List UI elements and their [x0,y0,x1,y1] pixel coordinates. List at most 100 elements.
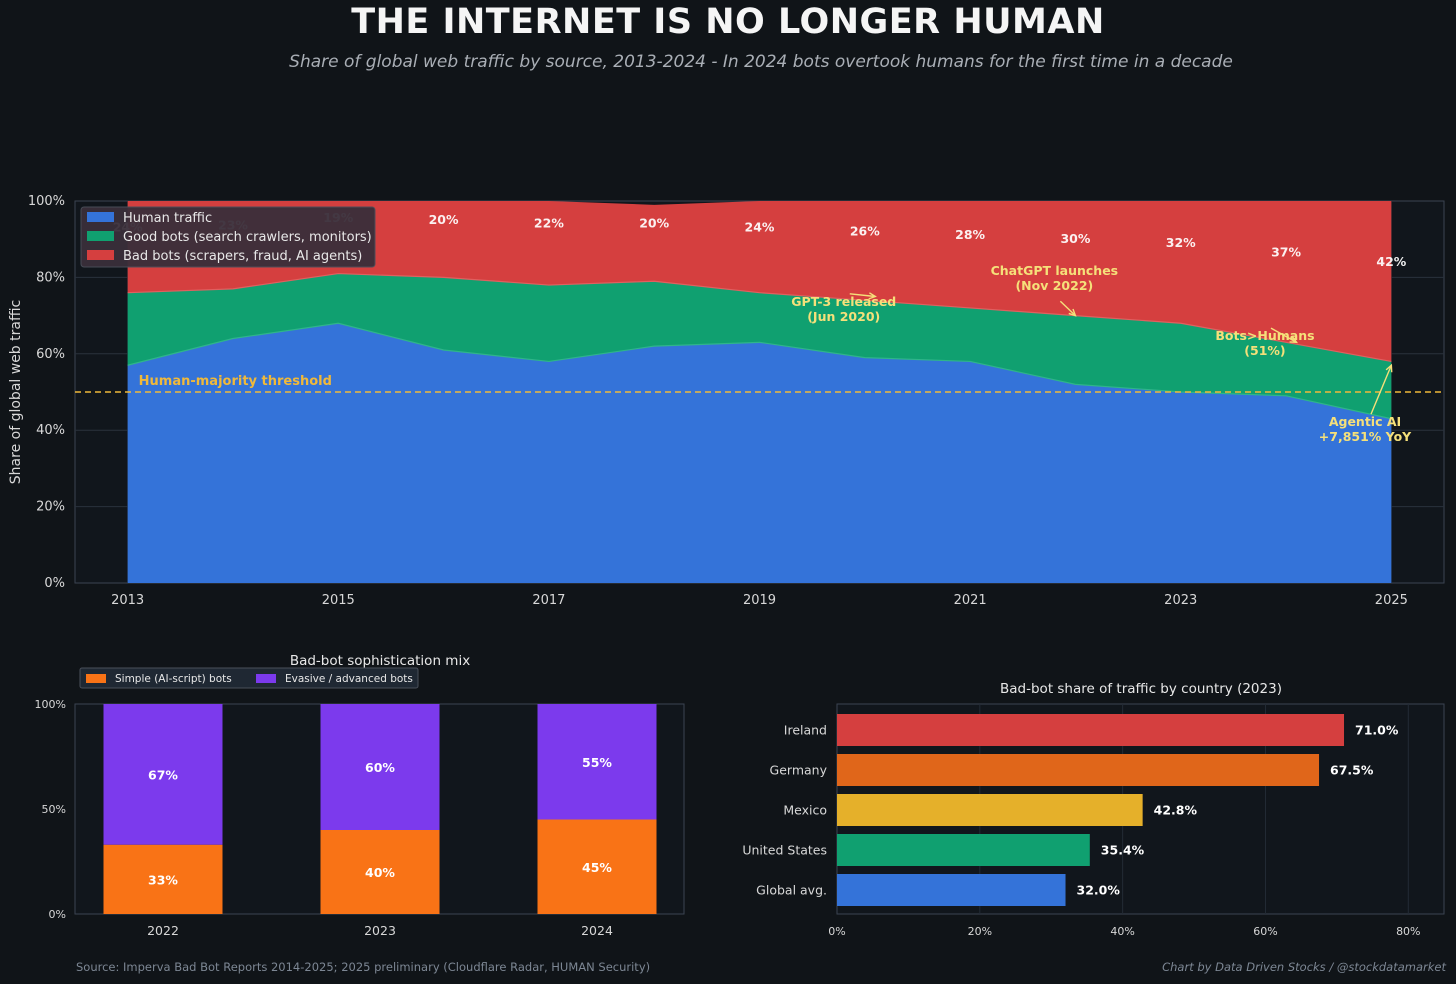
annotation-line1: Bots>Humans [1215,328,1314,343]
main-y-tick-label: 80% [36,270,65,285]
figure-subtitle: Share of global web traffic by source, 2… [289,52,1233,72]
legend-swatch-human [87,212,114,222]
sophistication-x-tick-label: 2024 [581,923,613,938]
sophistication-bars: 33% 67% 40% 60% 45% 55% [103,704,657,914]
evasive-bot-value-label: 60% [365,760,395,775]
main-plot-area [74,200,1445,584]
country-bar [837,834,1090,866]
bad-bot-share-label: 42% [1376,254,1406,269]
human-traffic-line [127,322,1392,420]
country-bar [837,874,1066,906]
country-value-label: 71.0% [1355,723,1399,738]
annotation-arrow [849,293,876,298]
evasive-bot-bar [537,704,657,820]
bad-bot-share-label: 20% [639,216,669,231]
credit-note: Chart by Data Driven Stocks / @stockdata… [1162,960,1446,974]
sophistication-ticks: 0% 50% 100% 2022 2023 2024 [35,698,613,938]
simple-bot-value-label: 45% [582,860,612,875]
main-x-tick-label: 2025 [1375,593,1408,608]
legend-label-simple: Simple (AI-script) bots [115,673,232,685]
sophistication-y-tick-label: 50% [42,803,66,816]
sophistication-x-tick-label: 2022 [147,923,179,938]
good-bots-line [127,272,1392,363]
legend-label-bad-bots: Bad bots (scrapers, fraud, AI agents) [123,249,362,264]
sophistication-legend-box [79,667,419,689]
annotation-arrowhead [868,292,877,300]
country-category-label: Germany [770,763,828,778]
country-category-label: United States [742,843,827,858]
bad-bot-share-label: 32% [1166,235,1196,250]
country-bar [837,754,1320,786]
bad-bots-area [127,201,1392,362]
bad-bot-share-label: 20% [429,212,459,227]
country-category-label: Ireland [784,723,827,738]
simple-bot-bar [537,819,657,914]
main-chart: Human-majority threshold 0% 20% 40% 60% 80% 1… [8,194,1445,608]
simple-bot-bar [103,844,223,914]
sophistication-y-tick-label: 0% [49,908,66,921]
sophistication-plot-area [74,703,685,915]
country-chart: Bad-bot share of traffic by country (202… [742,681,1445,938]
main-x-tick-label: 2023 [1164,593,1197,608]
annotation-arrow [1370,364,1392,415]
sophistication-x-tick-label: 2023 [364,923,396,938]
sophistication-legend: Simple (AI-script) bots Evasive / advanc… [79,667,419,689]
evasive-bot-bar [103,704,223,845]
bad-bot-share-label: 26% [850,223,880,238]
main-y-axis-label: Share of global web traffic [8,300,24,484]
main-y-tick-label: 60% [36,347,65,362]
main-legend: Human traffic Good bots (search crawlers… [80,206,376,268]
threshold-label: Human-majority threshold [139,374,332,389]
main-x-tick-label: 2017 [532,593,565,608]
source-note: Source: Imperva Bad Bot Reports 2014-202… [76,960,651,974]
human-majority-threshold: Human-majority threshold [75,374,1444,393]
annotation-arrowhead [1068,308,1077,317]
sophistication-title: Bad-bot sophistication mix [290,653,470,669]
bad-bot-share-label: 23% [218,218,248,233]
bad-bot-share-labels: 24% 23% 19% 20% 22% 20% 24% 26% 28% 30% 32% 37% 42% [113,210,1407,269]
annotation-line1: ChatGPT launches [991,263,1119,278]
country-value-label: 35.4% [1101,843,1145,858]
figure-title: THE INTERNET IS NO LONGER HUMAN [351,2,1105,42]
main-annotations: GPT-3 released(Jun 2020) ChatGPT launches… [791,263,1412,444]
main-areas [127,201,1392,583]
country-x-tick-label: 0% [828,925,845,938]
annotation-line1: GPT-3 released [791,294,896,309]
legend-swatch-evasive [256,674,276,683]
country-category-label: Global avg. [756,883,827,898]
sophistication-chart: Bad-bot sophistication mix 0% 50% 100% 2022… [35,653,685,938]
country-category-label: Mexico [783,803,827,818]
legend-label-human: Human traffic [123,211,212,226]
annotation-arrow [1270,327,1297,343]
evasive-bot-value-label: 55% [582,755,612,770]
country-x-tick-label: 80% [1396,925,1420,938]
legend-swatch-simple [86,674,106,683]
good-bots-area [127,273,1392,419]
evasive-bot-value-label: 67% [148,767,178,782]
annotation-line2: (Nov 2022) [1015,278,1093,293]
country-value-label: 67.5% [1330,763,1374,778]
bad-bot-share-label: 24% [113,220,143,235]
main-x-tick-label: 2019 [743,593,776,608]
annotation-line2: (Jun 2020) [807,309,880,324]
country-bar [837,714,1345,746]
main-y-tick-label: 100% [28,194,65,209]
main-gridlines [75,201,1444,583]
annotation-line2: +7,851% YoY [1319,429,1412,444]
simple-bot-value-label: 33% [148,872,178,887]
main-y-tick-label: 40% [36,423,65,438]
sophistication-y-tick-label: 100% [35,698,66,711]
country-plot-area [836,703,1445,915]
annotation-arrowhead [1385,363,1393,373]
evasive-bot-bar [320,704,440,830]
country-bar [837,794,1143,826]
bad-bot-share-label: 28% [955,227,985,242]
bad-bot-share-label: 19% [323,210,353,225]
main-x-tick-label: 2021 [954,593,987,608]
simple-bot-value-label: 40% [365,865,395,880]
bad-bot-share-label: 30% [1060,231,1090,246]
simple-bot-bar [320,830,440,914]
annotation-arrowhead [1289,336,1298,344]
country-gridlines [979,704,1409,914]
